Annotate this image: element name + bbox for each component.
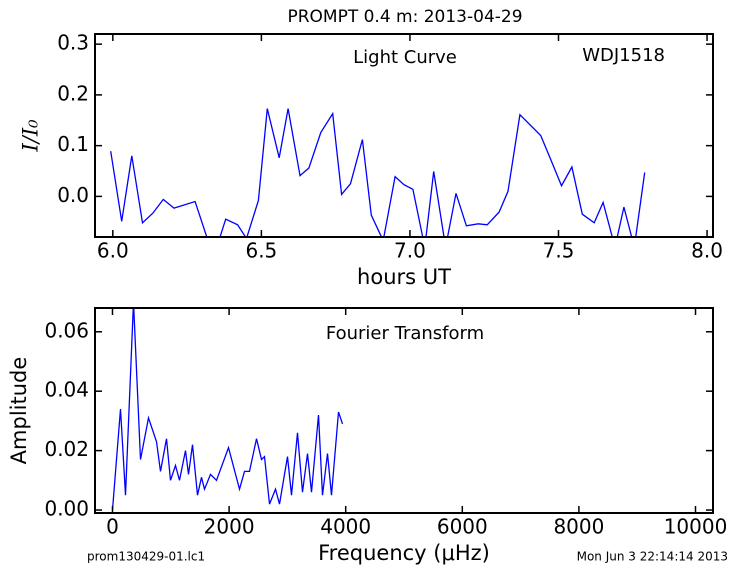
annotation: WDJ1518 [582, 45, 665, 66]
x-axis-label: hours UT [357, 265, 451, 289]
figure-title: PROMPT 0.4 m: 2013-04-29 [287, 7, 522, 27]
x-tick-label: 6.5 [245, 239, 277, 263]
x-tick-label: 7.5 [543, 239, 575, 263]
timestamp: Mon Jun 3 22:14:14 2013 [577, 550, 728, 564]
y-axis-label: I/I₀ [19, 119, 43, 153]
annotation: Fourier Transform [326, 323, 484, 344]
y-tick-label: 0.1 [57, 132, 89, 156]
x-tick-label: 0 [106, 515, 119, 539]
x-tick-label: 4000 [320, 515, 371, 539]
data-line [111, 308, 344, 511]
x-tick-label: 8000 [553, 515, 604, 539]
y-tick-label: 0.02 [44, 437, 89, 461]
x-tick-label: 6.0 [97, 239, 129, 263]
data-line [110, 108, 646, 237]
y-tick-label: 0.06 [44, 318, 89, 342]
plot-frame [94, 33, 714, 238]
y-tick-label: 0.04 [44, 378, 89, 402]
plot-frame [94, 307, 714, 514]
y-tick-label: 0.2 [57, 81, 89, 105]
y-tick-label: 0.3 [57, 31, 89, 55]
annotation: Light Curve [353, 47, 457, 68]
y-tick-label: 0.00 [44, 497, 89, 521]
y-axis-label: Amplitude [7, 357, 31, 465]
x-tick-label: 7.0 [394, 239, 426, 263]
file-name: prom130429-01.lc1 [87, 550, 205, 564]
y-tick-label: 0.0 [57, 183, 89, 207]
x-tick-label: 10000 [664, 515, 728, 539]
x-axis-label: Frequency (μHz) [318, 541, 490, 565]
x-tick-label: 8.0 [691, 239, 723, 263]
x-tick-label: 6000 [437, 515, 488, 539]
x-tick-label: 2000 [204, 515, 255, 539]
